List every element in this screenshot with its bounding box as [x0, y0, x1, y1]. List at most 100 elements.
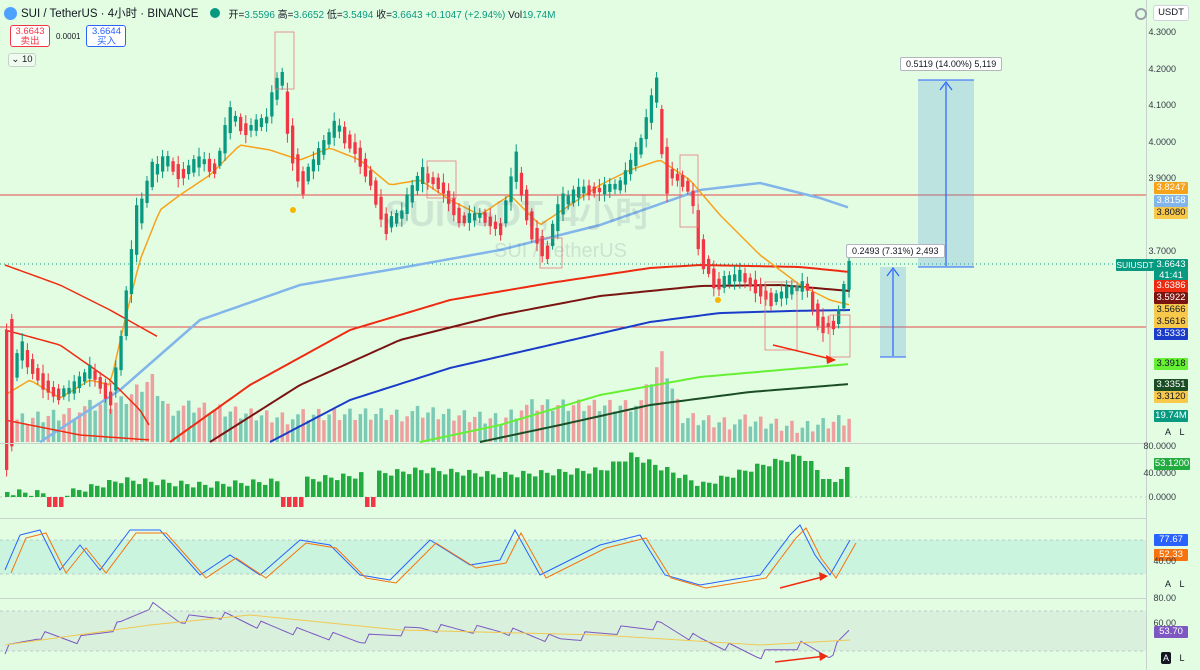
trendline — [4, 264, 158, 337]
candle-body — [343, 126, 347, 144]
histogram-bar — [521, 470, 526, 497]
volume-bar — [764, 428, 768, 442]
candle-body — [374, 180, 378, 205]
buy-button[interactable]: 3.6644 买入 — [86, 25, 127, 47]
histogram-bar — [737, 469, 742, 497]
candle-body — [202, 159, 206, 165]
volume-bar — [322, 420, 326, 442]
pane2-tick: 80.0000 — [1143, 441, 1176, 451]
ema-lightblue — [39, 181, 849, 444]
candle-body — [467, 213, 472, 223]
volume-bar — [712, 427, 716, 442]
price-badge: 3.5333 — [1154, 328, 1188, 340]
volume-bar — [83, 406, 87, 442]
histogram-bar — [593, 467, 598, 497]
candle-body — [478, 213, 482, 218]
volume-bar — [223, 416, 227, 442]
histogram-bar — [161, 479, 166, 497]
candle-body — [462, 215, 466, 224]
volume-bar — [145, 382, 149, 442]
ema-darkgreen — [479, 383, 849, 443]
rsi-ma-line — [4, 614, 851, 646]
candle-body — [618, 180, 622, 191]
log-scale-button[interactable]: L — [1179, 579, 1185, 589]
volume-bar — [15, 419, 19, 442]
signal-dot-icon — [290, 207, 296, 213]
volume-bar — [790, 420, 794, 442]
histogram-bar — [575, 468, 580, 498]
histogram-bar — [701, 481, 706, 497]
histogram-bar — [299, 497, 304, 507]
candle-body — [587, 185, 591, 195]
sell-button[interactable]: 3.6643 卖出 — [10, 25, 50, 47]
price-chart[interactable] — [0, 0, 1147, 670]
volume-bar — [176, 410, 181, 442]
pane-separator — [0, 443, 1146, 444]
market-open-icon — [210, 8, 221, 18]
volume-bar — [509, 409, 513, 442]
histogram-bar — [545, 472, 550, 498]
volume-bar — [738, 419, 742, 442]
candle-body — [285, 91, 290, 134]
arrowhead-icon — [826, 355, 836, 364]
candle-body — [145, 180, 149, 203]
auto-scale-button[interactable]: A — [1164, 579, 1171, 589]
sui-logo-icon — [4, 6, 17, 20]
candle-body — [311, 159, 316, 172]
candle-body — [556, 204, 560, 232]
log-scale-button[interactable]: L — [1179, 427, 1185, 437]
volume-bar — [769, 423, 773, 442]
indicators-toggle-button[interactable]: ⌄ 10 — [8, 53, 36, 67]
candle-body — [831, 320, 836, 330]
volume-bar — [639, 400, 643, 442]
volume-bar — [519, 410, 524, 442]
settings-icon[interactable] — [1135, 8, 1147, 20]
candle-body — [431, 177, 435, 185]
volume-bar — [41, 422, 45, 442]
volume-bar — [103, 398, 108, 442]
log-scale-button[interactable]: L — [1179, 653, 1185, 663]
candle-body — [41, 373, 45, 390]
stoch-band — [0, 540, 1146, 574]
histogram-bar — [695, 485, 700, 497]
volume-bar — [634, 405, 638, 442]
volume-bar — [530, 399, 534, 442]
volume-bar — [733, 424, 737, 442]
histogram-bar — [557, 469, 562, 497]
volume-bar — [369, 419, 373, 442]
candle-body — [280, 72, 284, 86]
histogram-bar — [47, 497, 52, 507]
candle-body — [707, 258, 711, 274]
candle-body — [114, 367, 118, 391]
long-measure-label: 0.5119 (14.00%) 5,119 — [900, 57, 1003, 71]
histogram-bar — [515, 477, 520, 498]
volume-bar — [410, 411, 415, 442]
candle-body — [759, 285, 763, 297]
histogram-bar — [821, 479, 826, 497]
volume-bar — [20, 413, 25, 442]
volume-bar — [280, 412, 285, 442]
candle-body — [785, 286, 789, 299]
histogram-bar — [611, 461, 616, 497]
price-tick: 4.2000 — [1148, 64, 1176, 74]
spread-value: 0.0001 — [56, 31, 81, 41]
volume-bar — [311, 414, 316, 442]
currency-selector[interactable]: USDT — [1153, 5, 1189, 21]
histogram-bar — [815, 470, 820, 497]
ema-red — [169, 264, 851, 443]
candle-body — [384, 213, 388, 234]
candle-body — [452, 197, 456, 216]
histogram-bar — [425, 473, 430, 497]
histogram-bar — [125, 477, 130, 497]
volume-bar — [696, 425, 701, 442]
histogram-bar — [257, 482, 262, 497]
candle-body — [270, 92, 274, 117]
arrowhead-icon — [819, 572, 828, 581]
symbol-title[interactable]: SUI / TetherUS · 4小时 · BINANCE — [21, 8, 199, 20]
candle-body — [712, 268, 716, 289]
volume-bar — [129, 394, 134, 442]
auto-scale-button[interactable]: A — [1161, 652, 1171, 664]
auto-scale-button[interactable]: A — [1164, 427, 1171, 437]
histogram-bar — [323, 475, 328, 497]
candle-body — [140, 198, 144, 224]
